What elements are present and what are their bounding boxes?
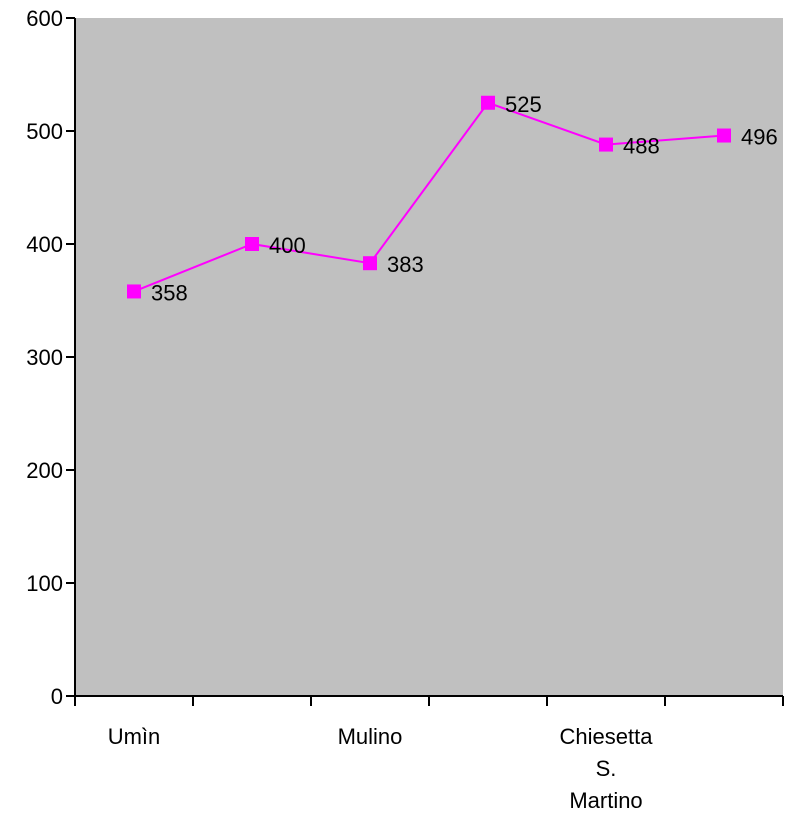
y-tick-label: 100 (26, 571, 63, 596)
series-line (133, 101, 725, 293)
data-labels: 358 400 383 525 488 496 (151, 92, 778, 306)
data-label: 496 (741, 125, 778, 150)
x-category-label: Chiesetta S. Martino (560, 724, 654, 813)
data-point-marker (599, 137, 613, 152)
data-point-marker (717, 128, 731, 143)
y-tick-label: 300 (26, 345, 63, 370)
plot-area (75, 18, 783, 696)
data-point-marker (127, 284, 141, 299)
x-category-label: Mulino (338, 724, 403, 749)
y-tick-label: 0 (51, 684, 63, 709)
data-label: 400 (269, 233, 306, 258)
y-tick-label: 600 (26, 6, 63, 31)
data-label: 358 (151, 280, 188, 305)
data-label: 525 (505, 92, 542, 117)
data-label: 383 (387, 252, 424, 277)
category-labels: Umìn Mulino Chiesetta S. Martino (108, 724, 654, 813)
data-point-marker (363, 256, 377, 271)
y-tick-label: 400 (26, 232, 63, 257)
x-category-label: Umìn (108, 724, 161, 749)
y-tick-label: 200 (26, 458, 63, 483)
series (127, 95, 731, 299)
x-axis-ticks (74, 696, 784, 706)
data-point-marker (245, 237, 259, 251)
data-point-marker (481, 95, 495, 110)
y-tick-label: 500 (26, 119, 63, 144)
data-label: 488 (623, 134, 660, 159)
y-axis-ticks: 0 100 200 300 400 500 600 (26, 6, 75, 709)
